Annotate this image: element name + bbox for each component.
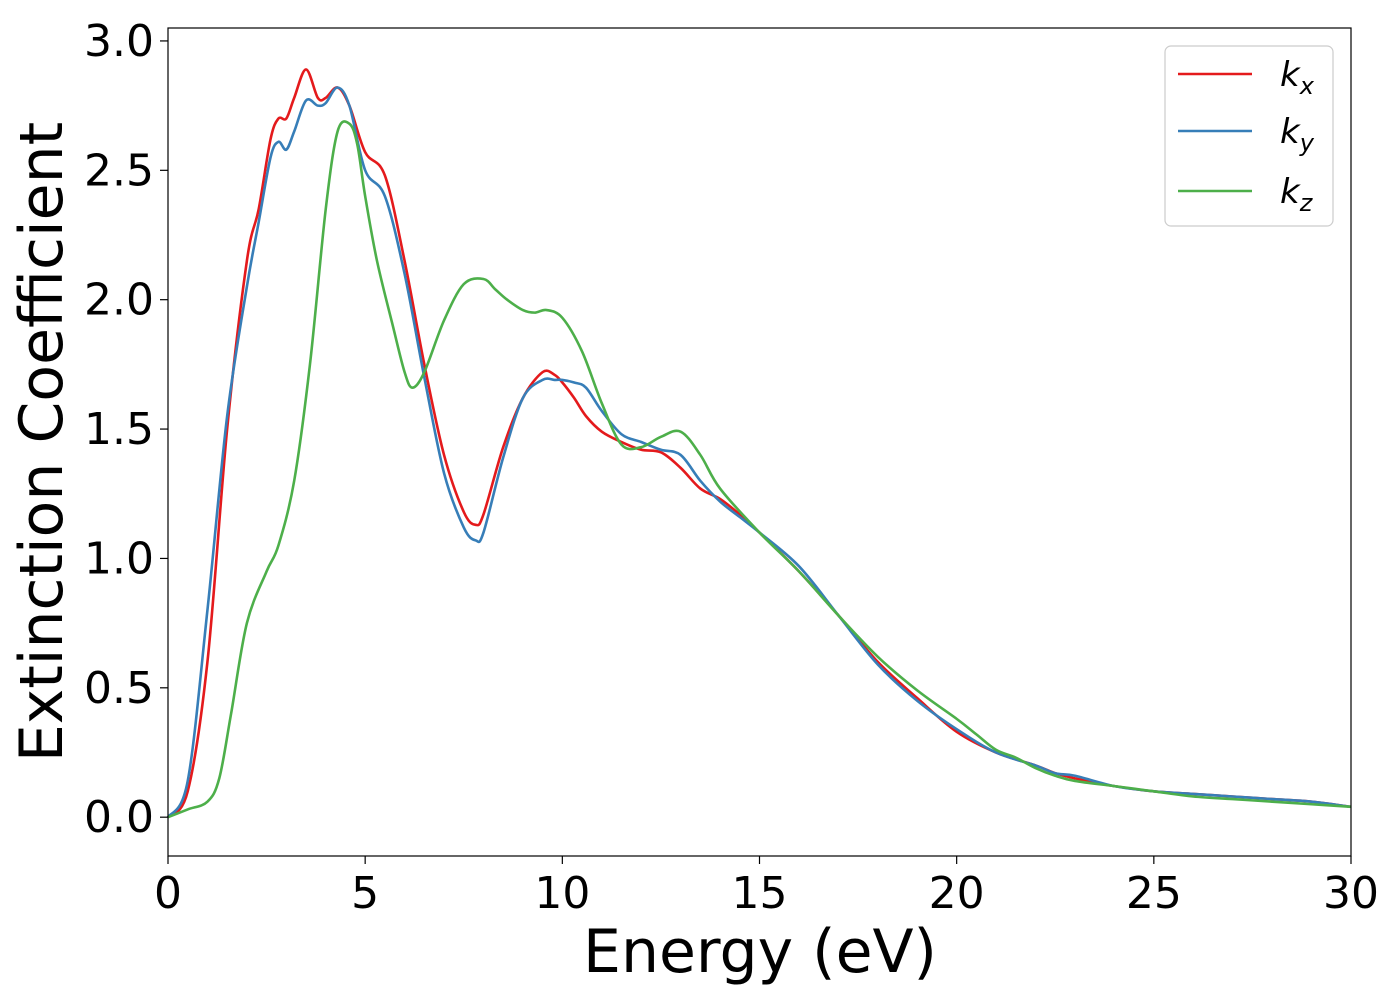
legend-label-base: k bbox=[1280, 55, 1301, 95]
legend-label-kx: kx bbox=[1280, 55, 1315, 100]
x-tick-label: 25 bbox=[1126, 868, 1182, 919]
x-tick-label: 5 bbox=[351, 868, 379, 919]
y-axis-title: Extinction Coefficient bbox=[7, 122, 77, 762]
legend-label-subscript: y bbox=[1299, 129, 1315, 157]
y-tick-label: 1.5 bbox=[84, 404, 154, 455]
y-tick-label: 1.0 bbox=[84, 533, 154, 584]
x-tick-label: 10 bbox=[534, 868, 590, 919]
legend-label-subscript: x bbox=[1299, 72, 1315, 100]
legend-label-subscript: z bbox=[1299, 189, 1314, 217]
legend-label-base: k bbox=[1280, 172, 1301, 212]
series-layer bbox=[166, 68, 1352, 819]
y-tick-label: 3.0 bbox=[84, 16, 154, 67]
legend-label-base: k bbox=[1280, 112, 1301, 152]
y-tick-label: 2.5 bbox=[84, 145, 154, 196]
x-tick-label: 30 bbox=[1323, 868, 1379, 919]
x-axis-title: Energy (eV) bbox=[583, 917, 937, 987]
x-tick-label: 15 bbox=[732, 868, 788, 919]
y-tick-label: 0.5 bbox=[84, 663, 154, 714]
x-axis: 0 5 10 15 20 25 30 bbox=[154, 856, 1379, 919]
legend-label-kz: kz bbox=[1280, 172, 1314, 217]
x-tick-label: 20 bbox=[929, 868, 985, 919]
legend-box bbox=[1164, 45, 1334, 227]
y-tick-label: 2.0 bbox=[84, 275, 154, 326]
legend-label-ky: ky bbox=[1280, 112, 1315, 157]
y-axis: 0.0 0.5 1.0 1.5 2.0 2.5 3.0 bbox=[84, 16, 168, 843]
y-tick-label: 0.0 bbox=[84, 792, 154, 843]
series-line-kz bbox=[167, 120, 1352, 819]
x-tick-label: 0 bbox=[154, 868, 182, 919]
